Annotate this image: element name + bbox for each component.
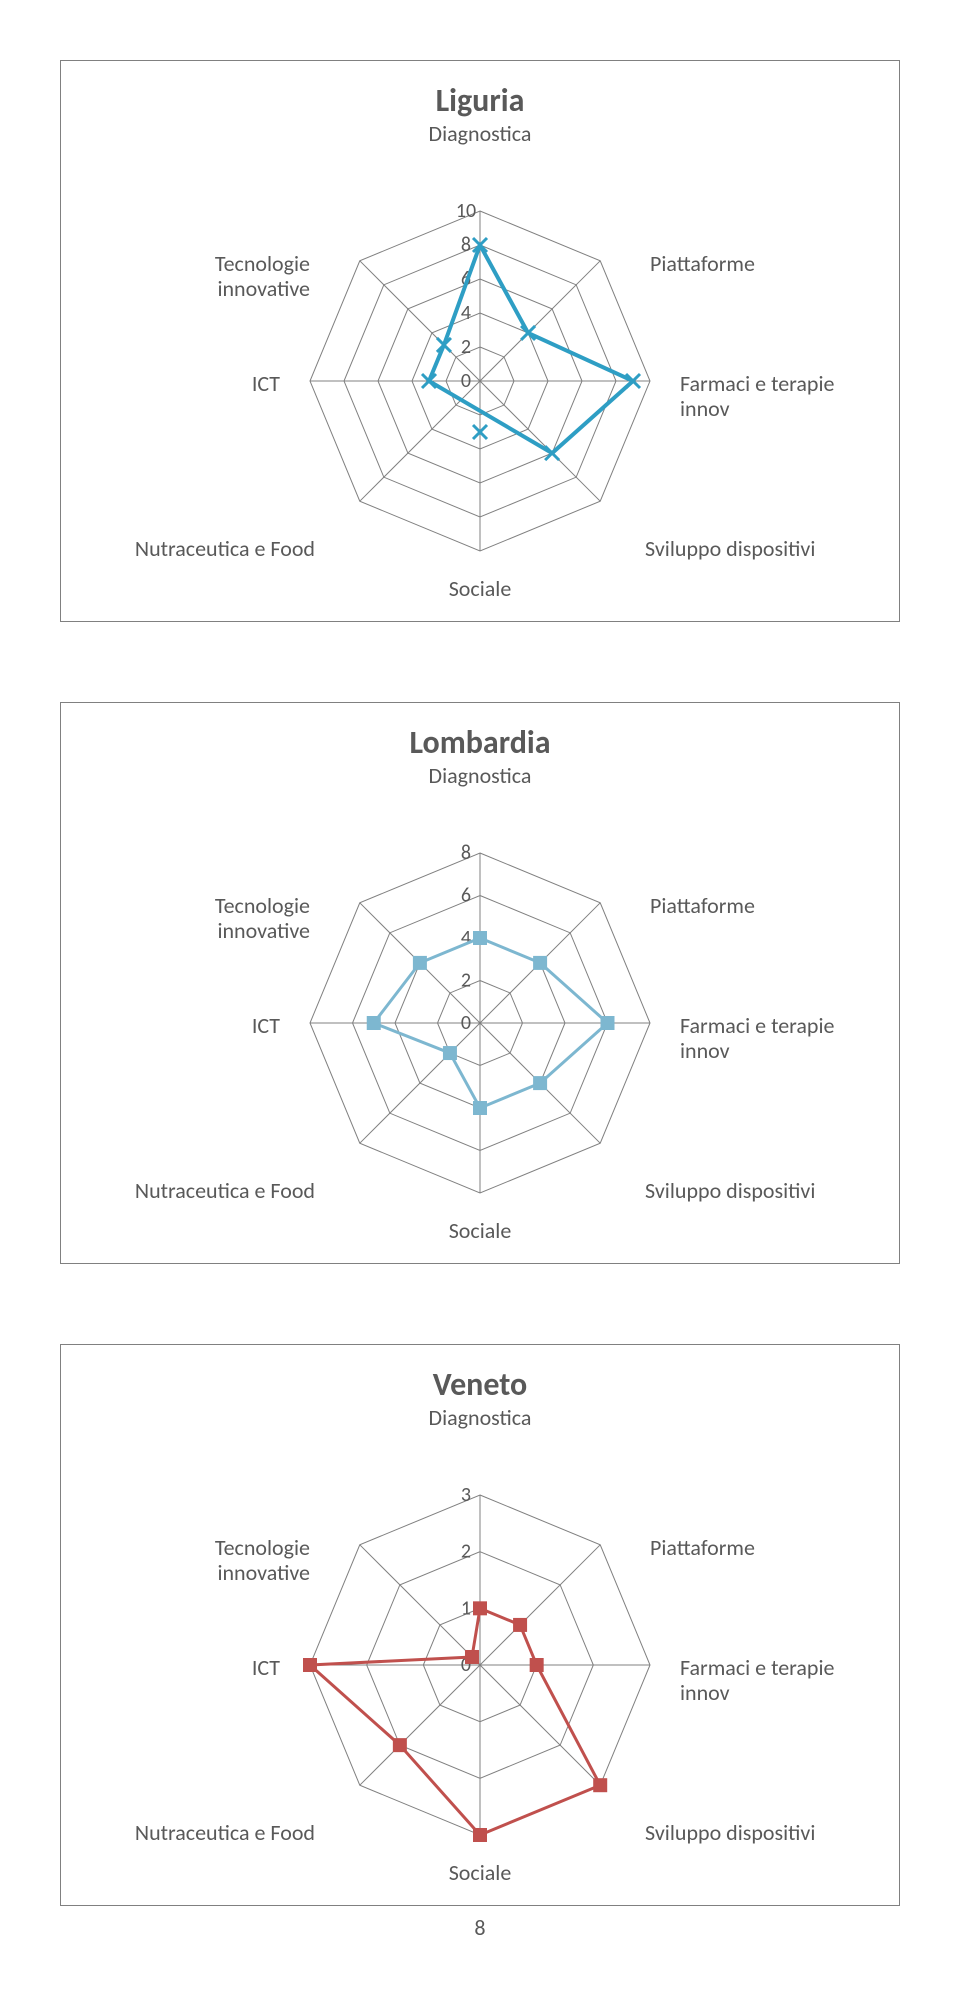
axis-label: Sociale [449, 576, 512, 601]
axis-label: Nutraceutica e Food [135, 1178, 315, 1203]
axis-label-top: Diagnostica [61, 120, 899, 147]
data-marker [530, 1658, 544, 1672]
data-marker [533, 1076, 547, 1090]
tick-label: 8 [461, 841, 471, 865]
axis-label: Sviluppo dispositivi [645, 1178, 815, 1203]
tick-label: 3 [461, 1483, 471, 1507]
data-series [310, 1608, 600, 1835]
chart-title: Liguria [61, 81, 899, 120]
data-marker [545, 446, 559, 460]
data-marker [465, 1650, 479, 1664]
tick-label: 2 [461, 1540, 471, 1564]
data-marker [473, 1601, 487, 1615]
data-marker [303, 1658, 317, 1672]
chart-body: 0123PiattaformeFarmaci e terapie innovSv… [61, 1435, 899, 1875]
data-marker [367, 1016, 381, 1030]
axis-label: Sociale [449, 1860, 512, 1885]
data-marker [521, 326, 535, 340]
tick-label: 0 [461, 1011, 471, 1035]
axis-label: ICT [252, 371, 280, 396]
tick-label: 4 [461, 301, 471, 325]
data-marker [443, 1046, 457, 1060]
grid-spoke [480, 1665, 600, 1785]
axis-label: Farmaci e terapie innov [680, 1013, 834, 1064]
tick-label: 1 [461, 1596, 471, 1620]
tick-label: 2 [461, 335, 471, 359]
data-marker [593, 1778, 607, 1792]
axis-label: Nutraceutica e Food [135, 1820, 315, 1845]
tick-label: 6 [461, 884, 471, 908]
chart-panel-0: LiguriaDiagnostica0246810PiattaformeFarm… [60, 60, 900, 622]
axis-label: Sviluppo dispositivi [645, 1820, 815, 1845]
axis-label: ICT [252, 1013, 280, 1038]
axis-label: Piattaforme [650, 1535, 755, 1560]
data-marker [473, 1828, 487, 1842]
data-marker [513, 1618, 527, 1632]
tick-label: 2 [461, 969, 471, 993]
axis-label: Piattaforme [650, 893, 755, 918]
radar-chart: 02468 [270, 793, 690, 1233]
data-marker [601, 1016, 615, 1030]
grid-spoke [480, 1545, 600, 1665]
data-marker [393, 1738, 407, 1752]
tick-label: 8 [461, 233, 471, 257]
data-marker [473, 1101, 487, 1115]
data-marker [473, 931, 487, 945]
chart-panel-1: LombardiaDiagnostica02468PiattaformeFarm… [60, 702, 900, 1264]
chart-body: 02468PiattaformeFarmaci e terapie innovS… [61, 793, 899, 1233]
axis-label: Tecnologie innovative [215, 1535, 310, 1586]
axis-label: Nutraceutica e Food [135, 536, 315, 561]
axis-label-top: Diagnostica [61, 762, 899, 789]
axis-label: Sociale [449, 1218, 512, 1243]
axis-label: Farmaci e terapie innov [680, 371, 834, 422]
chart-title: Veneto [61, 1365, 899, 1404]
axis-label-top: Diagnostica [61, 1404, 899, 1431]
page-number: 8 [474, 1914, 485, 1941]
chart-body: 0246810PiattaformeFarmaci e terapie inno… [61, 151, 899, 591]
chart-panel-2: VenetoDiagnostica0123PiattaformeFarmaci … [60, 1344, 900, 1906]
radar-chart: 0123 [270, 1435, 690, 1875]
data-marker [533, 956, 547, 970]
axis-label: Tecnologie innovative [215, 893, 310, 944]
axis-label: Farmaci e terapie innov [680, 1655, 834, 1706]
data-marker [413, 956, 427, 970]
axis-label: ICT [252, 1655, 280, 1680]
axis-label: Piattaforme [650, 251, 755, 276]
tick-label: 0 [461, 369, 471, 393]
axis-label: Tecnologie innovative [215, 251, 310, 302]
chart-title: Lombardia [61, 723, 899, 762]
tick-label: 10 [456, 199, 476, 223]
radar-chart: 0246810 [270, 151, 690, 591]
axis-label: Sviluppo dispositivi [645, 536, 815, 561]
